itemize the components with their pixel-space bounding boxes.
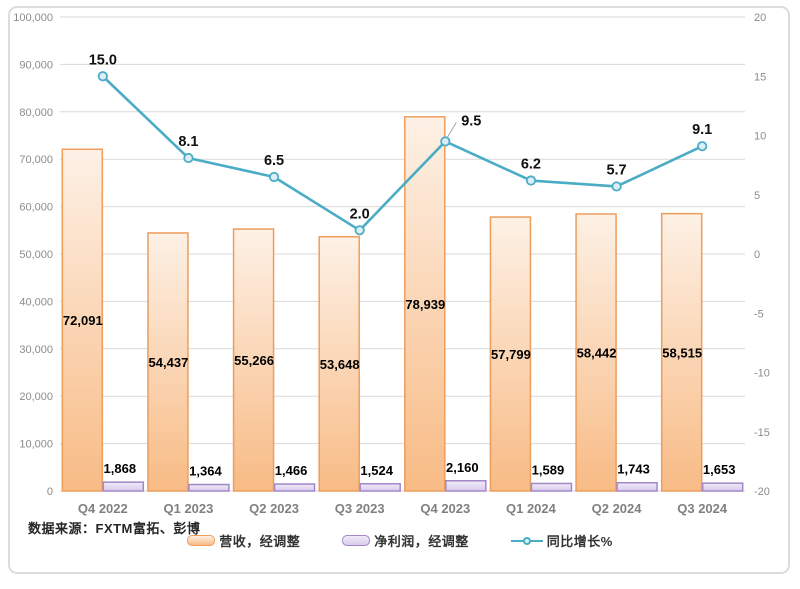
yoy-growth-value-label: 5.7	[606, 162, 626, 178]
line-marker-icon	[183, 152, 194, 164]
left-axis-tick-label: 30,000	[19, 344, 53, 356]
net-profit-bar-swatch-icon	[342, 535, 371, 546]
net-profit-bar	[359, 483, 401, 492]
x-axis-category-label: Q3 2023	[335, 501, 385, 516]
revenue-value-label: 54,437	[149, 355, 189, 370]
line-marker-icon	[611, 181, 622, 192]
revenue-bar	[232, 228, 275, 492]
net-profit-value-label: 2,160	[446, 460, 479, 475]
legend-item-revenue: 营收，经调整	[187, 531, 300, 550]
net-profit-bar	[701, 482, 744, 492]
net-profit-value-label: 1,653	[703, 462, 736, 477]
left-axis-tick-label: 10,000	[19, 439, 53, 451]
x-axis-category-label: Q1 2024	[506, 501, 557, 516]
net-profit-value-label: 1,466	[275, 463, 308, 478]
revenue-bar	[489, 216, 532, 492]
revenue-bar	[660, 212, 703, 492]
yoy-growth-line-swatch-icon	[510, 535, 543, 547]
x-axis-category-label: Q4 2022	[78, 501, 128, 516]
net-profit-value-label: 1,524	[360, 463, 393, 478]
legend-item-net-profit: 净利润，经调整	[342, 531, 469, 550]
legend-label-revenue: 营收，经调整	[219, 534, 301, 549]
net-profit-value-label: 1,868	[104, 461, 137, 476]
revenue-bar	[404, 116, 446, 492]
right-axis-tick-label: 20	[754, 12, 766, 24]
left-axis-tick-label: 60,000	[19, 202, 53, 214]
x-axis-category-label: Q1 2023	[164, 501, 214, 516]
net-profit-bar	[616, 481, 658, 492]
left-axis-tick-label: 100,000	[13, 12, 53, 24]
revenue-bar	[61, 148, 104, 492]
revenue-value-label: 55,266	[234, 353, 274, 368]
legend-label-net-profit: 净利润，经调整	[374, 534, 469, 549]
yoy-growth-value-label: 15.0	[89, 52, 117, 68]
right-axis-tick-label: -5	[754, 308, 764, 320]
right-axis-tick-label: 10	[754, 131, 766, 143]
net-profit-value-label: 1,589	[532, 462, 565, 477]
net-profit-bar	[273, 483, 316, 492]
yoy-growth-value-label: 9.5	[461, 113, 481, 129]
line-marker-icon	[97, 71, 108, 82]
net-profit-value-label: 1,364	[189, 464, 222, 479]
revenue-value-label: 58,442	[577, 345, 617, 360]
revenue-value-label: 57,799	[491, 347, 531, 362]
bar-series	[61, 116, 744, 492]
left-axis-tick-label: 0	[47, 486, 53, 498]
line-marker-icon	[268, 171, 280, 183]
yoy-growth-value-label: 2.0	[350, 206, 370, 222]
x-axis-category-label: Q3 2024	[677, 501, 728, 516]
revenue-value-label: 78,939	[405, 297, 445, 312]
net-profit-value-label: 1,743	[617, 462, 650, 477]
revenue-value-label: 58,515	[662, 345, 702, 360]
line-marker-icon	[525, 175, 537, 186]
revenue-bar-swatch-icon	[187, 535, 216, 546]
net-profit-bar	[530, 482, 573, 492]
revenue-bar	[147, 232, 189, 492]
yoy-growth-value-label: 9.1	[692, 122, 712, 138]
right-axis-tick-label: 5	[754, 190, 760, 202]
legend-item-yoy-growth: 同比增长%	[510, 531, 613, 550]
x-axis-category-label: Q2 2024	[592, 501, 643, 516]
left-axis-tick-label: 40,000	[19, 296, 53, 308]
net-profit-bar	[188, 483, 230, 492]
right-axis-tick-label: -15	[754, 427, 770, 439]
left-axis-tick-label: 90,000	[19, 59, 53, 71]
net-profit-bar	[445, 480, 487, 492]
line-marker-icon	[440, 136, 451, 147]
line-marker-icon	[697, 141, 708, 152]
right-axis-tick-label: 0	[754, 249, 760, 261]
chart-frame	[8, 6, 790, 574]
left-axis-tick-label: 50,000	[19, 249, 53, 261]
revenue-bar	[575, 213, 617, 492]
data-source-note: 数据来源：FXTM富拓、彭博	[28, 521, 201, 536]
yoy-growth-line-series	[97, 71, 708, 236]
gridlines: 0 10,000 20,000 30,000 40,000 50,000 60,000 70,…	[13, 12, 770, 498]
left-axis-tick-label: 20,000	[19, 391, 53, 403]
revenue-value-label: 72,091	[63, 313, 103, 328]
line-marker-icon	[354, 225, 365, 236]
left-axis-tick-label: 80,000	[19, 107, 53, 119]
x-axis-category-label: Q2 2023	[249, 501, 299, 516]
x-axis-category-label: Q4 2023	[420, 501, 470, 516]
legend-label-yoy-growth: 同比增长%	[546, 534, 613, 549]
data-labels: 72,091 1,868 15.0 Q4 2022 54,437 1,364 8.1 Q1 2…	[63, 52, 736, 516]
right-axis-tick-label: 15	[754, 71, 766, 83]
yoy-growth-value-label: 8.1	[178, 134, 198, 150]
legend: 营收，经调整 净利润，经调整 同比增长%	[0, 531, 800, 550]
left-axis-tick-label: 70,000	[19, 154, 53, 166]
yoy-growth-value-label: 6.5	[264, 153, 284, 169]
right-axis-tick-label: -10	[754, 368, 770, 380]
yoy-growth-value-label: 6.2	[521, 157, 541, 173]
revenue-value-label: 53,648	[320, 357, 360, 372]
net-profit-bar	[102, 481, 145, 492]
revenue-bar	[318, 235, 360, 492]
right-axis-tick-label: -20	[754, 486, 770, 498]
